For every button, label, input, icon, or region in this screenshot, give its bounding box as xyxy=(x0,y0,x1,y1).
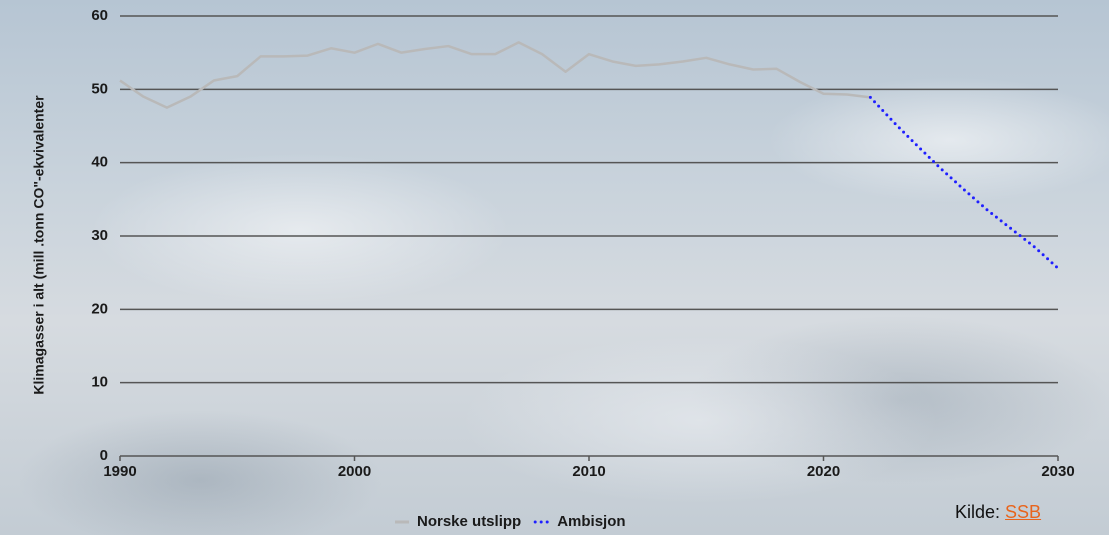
series-line xyxy=(870,97,1058,268)
source-label: Kilde: xyxy=(955,502,1000,522)
y-tick-label: 10 xyxy=(91,374,108,391)
x-tick-label: 2030 xyxy=(1041,463,1074,480)
x-tick-label: 2010 xyxy=(572,463,605,480)
page: Klimagasser i alt (mill .tonn CO"-ekviva… xyxy=(0,0,1109,535)
legend-label: Ambisjon xyxy=(557,513,625,530)
y-tick-label: 0 xyxy=(100,447,108,464)
y-axis-label: Klimagasser i alt (mill .tonn CO"-ekviva… xyxy=(31,95,47,395)
y-tick-label: 60 xyxy=(91,7,108,24)
legend-label: Norske utslipp xyxy=(417,513,521,530)
y-tick-label: 30 xyxy=(91,227,108,244)
chart: Klimagasser i alt (mill .tonn CO"-ekviva… xyxy=(0,0,1109,535)
source: Kilde: SSB xyxy=(955,502,1041,523)
y-tick-label: 20 xyxy=(91,300,108,317)
x-tick-label: 2020 xyxy=(807,463,840,480)
source-link[interactable]: SSB xyxy=(1005,502,1041,522)
y-tick-label: 40 xyxy=(91,154,108,171)
y-tick-label: 50 xyxy=(91,80,108,97)
x-tick-label: 1990 xyxy=(103,463,136,480)
series-line xyxy=(120,42,870,107)
x-tick-label: 2000 xyxy=(338,463,371,480)
